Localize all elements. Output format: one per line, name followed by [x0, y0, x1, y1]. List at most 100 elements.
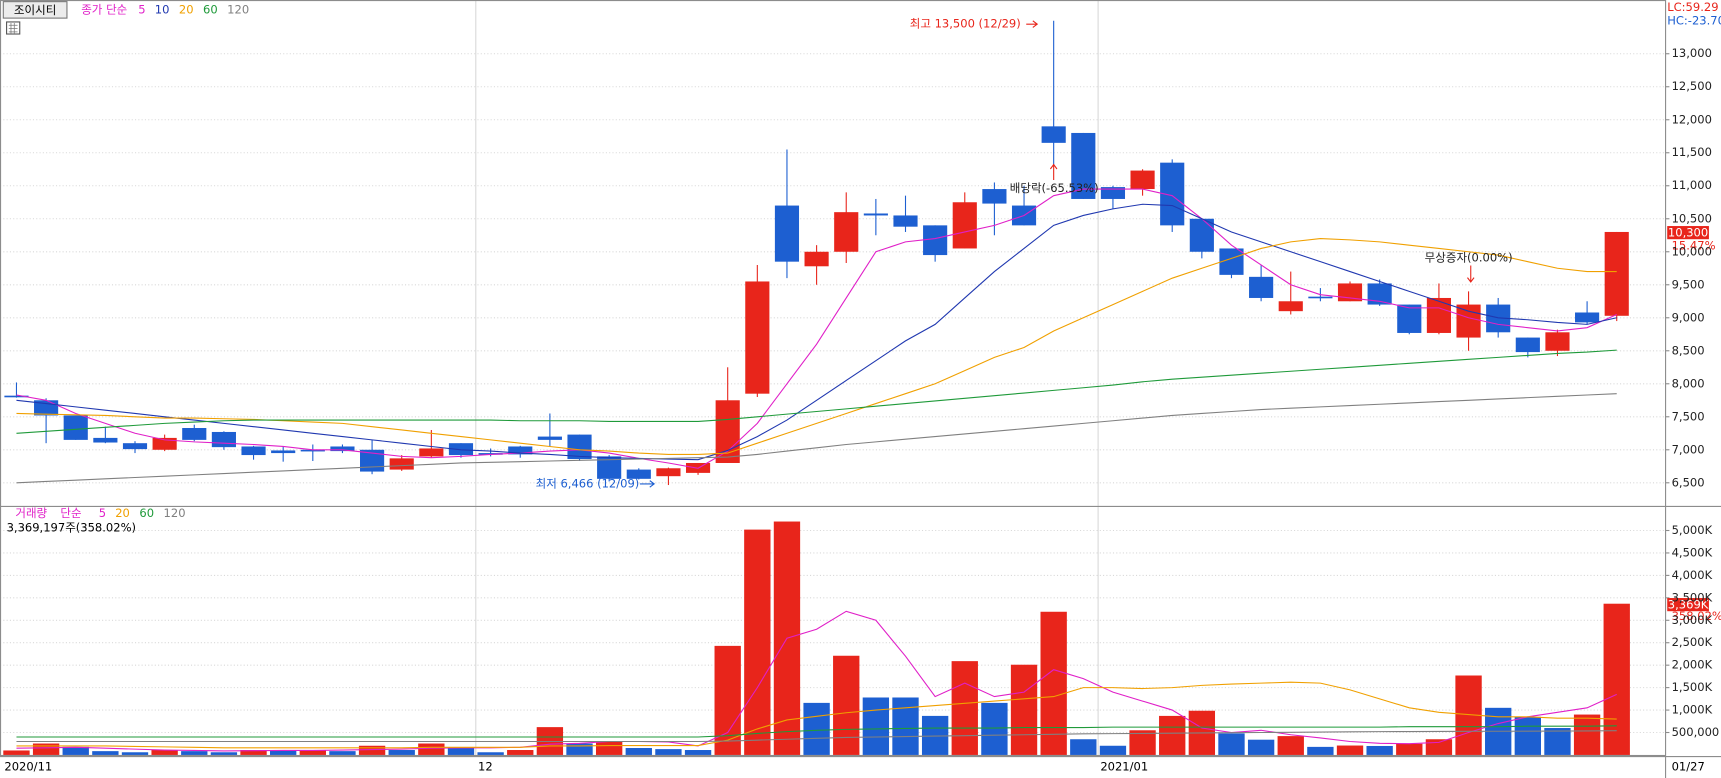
moving-average-line: [16, 610, 1617, 752]
last-volume-pct: 358.02%: [1672, 609, 1721, 623]
last-volume-box: [1667, 598, 1709, 612]
candle-body: [656, 468, 681, 477]
y-tick-label: 12,500: [1672, 79, 1712, 93]
candle-body: [1515, 337, 1540, 353]
candle-body: [774, 205, 800, 262]
candle-body: [1189, 218, 1214, 252]
moving-average-line: [16, 725, 1617, 738]
legend-entry: 10: [155, 2, 170, 16]
y-tick-label: 2,000K: [1672, 658, 1713, 672]
last-date: 01/27: [1672, 760, 1705, 774]
candle-body: [952, 202, 977, 249]
x-tick-label: 12: [478, 760, 493, 774]
volume-bar: [803, 702, 830, 755]
legend-entry: 20: [179, 2, 194, 16]
y-tick-label: 7,500: [1672, 409, 1705, 423]
volume-bar: [951, 661, 978, 755]
candle-body: [1041, 126, 1066, 143]
candle-body: [626, 469, 651, 479]
x-tick-label: 2021/01: [1100, 760, 1148, 774]
volume-bar: [1396, 743, 1423, 755]
candle-body: [982, 189, 1007, 204]
volume-bar: [1514, 716, 1541, 755]
candle-body: [567, 434, 592, 460]
volume-bar: [566, 743, 593, 755]
annotation-arrow: [639, 480, 656, 488]
volume-bar: [1040, 611, 1067, 755]
legend-entry: 5: [138, 2, 145, 16]
candle-body: [1575, 312, 1600, 323]
volume-bar: [1603, 603, 1630, 755]
last-volume-label: 3,369K: [1668, 598, 1709, 612]
legend-entry: 60: [203, 2, 218, 16]
volume-bar: [210, 752, 238, 755]
volume-bar: [358, 745, 386, 755]
annotation-arrow: [1049, 163, 1058, 180]
y-tick-label: 12,000: [1672, 112, 1712, 126]
volume-bar: [388, 750, 415, 755]
y-tick-label: 4,000K: [1672, 568, 1713, 582]
candle-body: [389, 458, 414, 470]
moving-average-line: [16, 188, 1617, 469]
volume-bar: [181, 751, 208, 755]
y-tick-label: 8,500: [1672, 343, 1705, 357]
candle-body: [893, 215, 918, 227]
candle-body: [182, 428, 207, 440]
candle-body: [1604, 231, 1629, 316]
y-tick-label: 10,000: [1672, 244, 1712, 258]
volume-bar: [744, 529, 771, 755]
y-tick-label: 8,000: [1672, 376, 1705, 390]
annotation: 최고 13,500 (12/29): [910, 17, 1021, 31]
volume-bar: [62, 746, 89, 755]
settings-icon-lines: [8, 23, 18, 35]
moving-average-line: [16, 203, 1617, 461]
candle-body: [419, 448, 444, 457]
volume-bar: [121, 752, 149, 755]
annotation-arrow: [1467, 265, 1475, 283]
y-tick-label: 6,500: [1672, 475, 1705, 489]
hc-label: HC:-23.70: [1667, 13, 1721, 27]
volume-bar: [1573, 714, 1601, 755]
candle-body: [804, 251, 829, 267]
candle-body: [330, 446, 355, 452]
candle-body: [1426, 297, 1451, 333]
candle-body: [1100, 187, 1126, 199]
moving-average-line: [16, 238, 1617, 455]
y-tick-label: 4,500K: [1672, 545, 1713, 559]
last-price-box: [1667, 226, 1709, 240]
legend-entry: 120: [164, 506, 186, 520]
y-tick-label: 13,000: [1672, 46, 1712, 60]
volume-ma-label: 단순: [60, 506, 81, 520]
candle-body: [122, 443, 148, 450]
candle-body: [745, 281, 770, 394]
candle-body: [1367, 283, 1392, 305]
volume-bar: [329, 751, 356, 755]
candle-body: [1278, 301, 1303, 312]
y-tick-label: 3,000K: [1672, 613, 1713, 627]
y-tick-label: 10,500: [1672, 211, 1712, 225]
last-price-pct: 15.47%: [1672, 238, 1716, 252]
moving-average-line: [16, 393, 1617, 484]
annotation: 배당락(-65.53%): [1010, 181, 1099, 195]
volume-bar: [418, 743, 445, 755]
volume-label: 3,369,197주(358.02%): [7, 520, 136, 534]
candle-body: [597, 456, 622, 479]
last-price-label: 10,300: [1668, 226, 1708, 240]
volume-bar: [655, 749, 682, 755]
candle-body: [360, 449, 385, 472]
candle-body: [1397, 304, 1422, 333]
volume-bar: [981, 702, 1008, 755]
title-box[interactable]: [2, 1, 68, 19]
y-tick-label: 11,500: [1672, 145, 1712, 159]
y-tick-label: 1,000K: [1672, 703, 1713, 717]
y-tick-label: 5,000K: [1672, 523, 1713, 537]
volume-bar: [595, 741, 623, 755]
candle-body: [93, 437, 118, 443]
moving-average-line: [16, 730, 1617, 743]
volume-bar: [299, 750, 326, 755]
volume-bar: [714, 645, 741, 755]
x-tick-label: 2020/11: [4, 760, 52, 774]
volume-bar: [507, 750, 534, 755]
y-tick-label: 9,000: [1672, 310, 1705, 324]
